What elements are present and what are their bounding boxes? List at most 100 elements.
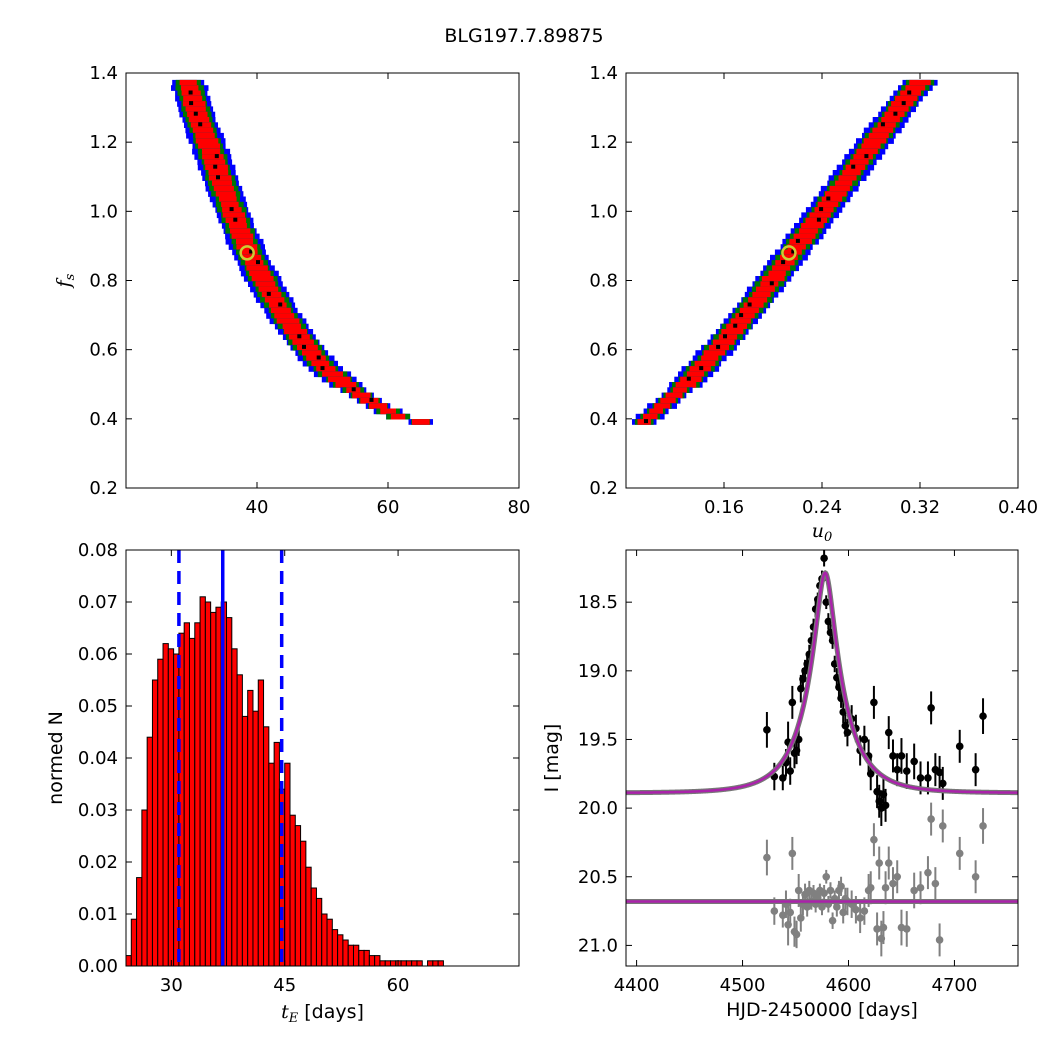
histogram-bar <box>384 960 392 967</box>
model-curve <box>626 571 1018 794</box>
confidence-cell <box>809 212 831 219</box>
confidence-cell <box>680 376 702 383</box>
confidence-cell <box>282 323 301 330</box>
confidence-cell <box>825 191 847 197</box>
confidence-cell <box>768 270 786 277</box>
y-tick-label: 0.03 <box>78 800 118 821</box>
y-axis-label: I [mag] <box>541 724 563 793</box>
histogram-bar <box>204 601 212 967</box>
y-tick-label: 1.4 <box>89 63 118 84</box>
confidence-cell <box>212 180 232 187</box>
confidence-cell <box>772 265 791 272</box>
residual-point <box>910 886 918 895</box>
confidence-cell <box>208 170 229 176</box>
x-tick-label: 4400 <box>614 975 660 996</box>
chain-sample <box>686 376 691 381</box>
x-tick-label: 4700 <box>932 975 978 996</box>
panel-light-curve: 4400 4500 4600 4700 18.5 19.0 19.5 20.0 20.5 21.0… <box>541 549 1019 1021</box>
confidence-cell <box>703 350 726 356</box>
x-tick-label: 60 <box>377 497 400 518</box>
y-tick-label: 18.5 <box>578 592 618 613</box>
data-point <box>843 728 852 737</box>
histogram-bar <box>130 918 138 967</box>
data-point <box>902 767 911 775</box>
chain-sample <box>320 366 325 371</box>
residual-point <box>924 868 932 877</box>
confidence-cell <box>805 217 827 224</box>
y-tick-label: 1.0 <box>589 201 618 222</box>
residual-point <box>873 925 881 933</box>
data-point <box>897 752 906 760</box>
x-tick-label: 0.32 <box>900 497 940 518</box>
confidence-cell <box>838 175 857 181</box>
panel-te-histogram: 30 45 60 0.00 0.01 0.02 0.03 0.04 0.05 0.06 0.07 0.… <box>45 540 520 1026</box>
chain-sample <box>791 249 796 254</box>
residual-point <box>875 859 884 867</box>
confidence-cell <box>694 360 716 367</box>
axes-frame <box>125 72 520 489</box>
histogram-bar <box>273 741 280 967</box>
confidence-cell <box>181 85 199 91</box>
confidence-cell <box>718 334 738 340</box>
histogram-bar <box>157 658 164 967</box>
residual-point <box>852 905 860 914</box>
histogram-bar <box>210 611 217 967</box>
confidence-cell <box>240 249 258 256</box>
confidence-cell <box>352 392 371 399</box>
chain-sample <box>302 344 306 349</box>
histogram-bar <box>368 955 376 967</box>
confidence-cell <box>202 154 224 160</box>
residual-point <box>797 914 805 922</box>
confidence-cell <box>829 185 850 192</box>
confidence-cell <box>835 180 853 187</box>
y-tick-label: 0.08 <box>78 540 118 561</box>
confidence-cell <box>780 254 798 261</box>
x-axis-label: HJD-2450000 [days] <box>726 999 918 1021</box>
x-tick-label: 0.16 <box>704 497 744 518</box>
confidence-cell <box>276 318 300 325</box>
y-tick-label: 0.6 <box>89 340 118 361</box>
residual-point <box>839 908 847 917</box>
y-tick-label: 1.4 <box>589 63 618 84</box>
residual-point <box>779 911 787 920</box>
data-point <box>924 774 932 782</box>
confidence-cell <box>328 376 351 383</box>
histogram-bar <box>437 960 444 967</box>
confidence-cell <box>306 355 326 362</box>
confidence-cell <box>748 297 768 303</box>
y-tick-label: 0.2 <box>589 478 618 499</box>
residual-point <box>803 903 811 911</box>
chain-sample <box>351 387 356 392</box>
confidence-cell <box>877 122 896 128</box>
confidence-cell <box>856 148 878 155</box>
confidence-cell <box>311 360 330 367</box>
histogram-bar <box>125 955 132 967</box>
confidence-cell <box>801 223 824 229</box>
confidence-cell <box>245 260 264 266</box>
residual-point <box>938 822 947 830</box>
chain-sample <box>699 366 704 371</box>
y-tick-label: 20.5 <box>578 867 618 888</box>
histogram-bar <box>300 840 307 967</box>
histogram-bar <box>151 679 159 967</box>
residual-point <box>786 908 795 917</box>
x-tick-label: 0.40 <box>998 497 1038 518</box>
confidence-cell <box>229 223 247 229</box>
residual-point <box>927 815 935 823</box>
chain-sample <box>864 154 869 159</box>
chain-sample <box>213 164 218 169</box>
histogram-bar <box>141 809 148 967</box>
histogram-bar <box>374 955 381 967</box>
confidence-cell <box>799 228 818 234</box>
confidence-cell <box>412 419 430 425</box>
histogram-bar <box>199 596 206 967</box>
histogram-bar <box>400 960 407 967</box>
figure-title: BLG197.7.89875 <box>444 25 603 47</box>
chain-sample <box>880 122 885 127</box>
chain-sample <box>256 260 260 265</box>
histogram-bar <box>326 918 333 967</box>
chain-sample <box>769 281 774 286</box>
confidence-cell <box>192 127 214 134</box>
x-axis-label-main: t <box>281 1001 289 1023</box>
data-point <box>916 774 925 782</box>
